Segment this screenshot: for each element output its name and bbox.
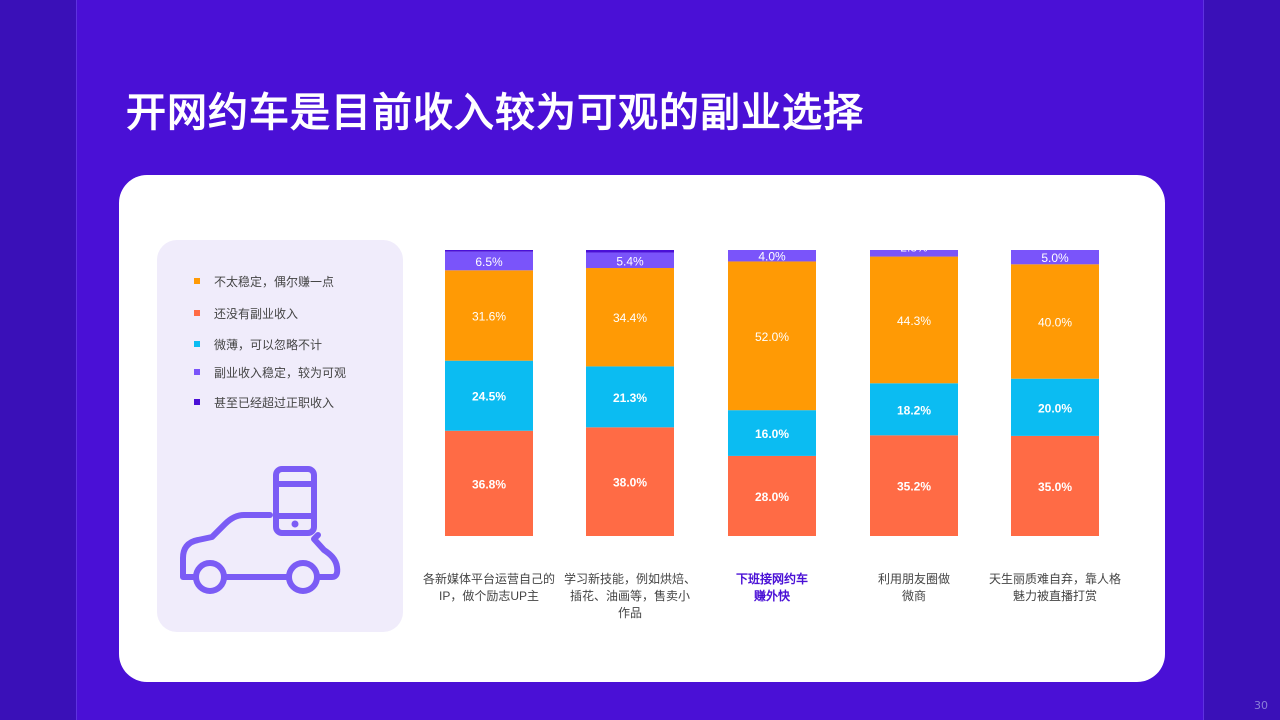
data-label: 21.3%: [613, 391, 647, 405]
legend-item-exceeds: 甚至已经超过正职收入: [194, 394, 334, 410]
legend-swatch: [194, 310, 200, 316]
category-label-line: 魅力被直播打赏: [1013, 588, 1097, 603]
category-label: 下班接网约车赚外快: [736, 571, 808, 603]
data-label: 44.3%: [897, 314, 931, 328]
data-label: 52.0%: [755, 330, 789, 344]
category-label-line: 微商: [902, 588, 926, 603]
category-label-line: 天生丽质难自弃，靠人格: [989, 571, 1121, 586]
legend-item-stable: 副业收入稳定，较为可观: [194, 364, 346, 380]
data-label: 18.2%: [897, 403, 931, 417]
legend-label: 甚至已经超过正职收入: [214, 395, 335, 410]
data-label: 6.5%: [475, 255, 503, 269]
legend-label: 副业收入稳定，较为可观: [214, 365, 347, 380]
data-label: 34.4%: [613, 311, 647, 325]
data-label: 35.0%: [1038, 480, 1072, 494]
bar-segment-stable: [870, 250, 958, 257]
data-label: 2.3%: [900, 240, 928, 254]
bar-segment-exceeds: [586, 250, 674, 253]
data-label: 20.0%: [1038, 401, 1072, 415]
car-with-phone-icon: [180, 466, 341, 594]
panel-divider-right: [1203, 0, 1204, 720]
legend-swatch: [194, 278, 200, 284]
bar-segment-meager: [586, 366, 674, 428]
category-label: 天生丽质难自弃，靠人格魅力被直播打赏: [989, 571, 1121, 603]
bar-segment-unstable: [728, 261, 816, 411]
category-label-line: 插花、油画等，售卖小: [570, 588, 690, 603]
data-label: 4.0%: [758, 250, 786, 264]
legend-swatch: [194, 399, 200, 405]
legend-item-meager: 微薄，可以忽略不计: [194, 336, 322, 352]
bar-segment-not-yet: [728, 455, 816, 536]
category-label: 学习新技能，例如烘焙、插花、油画等，售卖小作品: [564, 571, 696, 620]
legend-label: 还没有副业收入: [214, 306, 299, 321]
legend-item-unstable: 不太稳定，偶尔赚一点: [194, 273, 334, 289]
category-label-line: 作品: [618, 606, 642, 620]
bar-segment-stable: [445, 251, 533, 271]
category-label-line: 学习新技能，例如烘焙、: [564, 571, 696, 586]
legend-swatch: [194, 369, 200, 375]
category-label: 各新媒体平台运营自己的 IP，做个励志UP主: [423, 571, 555, 603]
panel-divider-left: [76, 0, 77, 720]
bar-segment-unstable: [586, 268, 674, 367]
legend-label: 微薄，可以忽略不计: [214, 337, 323, 352]
bar-segment-meager: [728, 410, 816, 456]
page-number: 30: [1254, 699, 1268, 712]
category-label-line: 赚外快: [753, 588, 791, 603]
category-label-line: IP，做个励志UP主: [439, 588, 539, 603]
legend-swatch: [194, 341, 200, 347]
bar-segment-not-yet: [445, 430, 533, 536]
bar-segment-meager: [1011, 378, 1099, 436]
bar-segment-unstable: [1011, 264, 1099, 379]
bar-segment-unstable: [445, 270, 533, 361]
category-label: 利用朋友圈做微商: [878, 571, 950, 603]
category-label-line: 各新媒体平台运营自己的: [423, 571, 555, 586]
data-label: 35.2%: [897, 480, 931, 494]
data-label: 38.0%: [613, 476, 647, 490]
legend-item-none: 还没有副业收入: [194, 305, 298, 321]
data-label: 28.0%: [755, 490, 789, 504]
bar-segment-not-yet: [1011, 435, 1099, 536]
bar-segment-stable: [728, 250, 816, 262]
bar-segment-meager: [870, 383, 958, 436]
bar-segment-stable: [1011, 250, 1099, 265]
data-label: 16.0%: [755, 427, 789, 441]
bar-segment-meager: [445, 360, 533, 431]
bar-segment-unstable: [870, 256, 958, 384]
bar-segment-not-yet: [586, 427, 674, 536]
category-label-line: 下班接网约车: [736, 571, 808, 586]
data-label: 5.4%: [616, 254, 644, 268]
bar-segment-exceeds: [445, 250, 533, 252]
bar-segment-not-yet: [870, 435, 958, 536]
bar-segment-stable: [586, 252, 674, 269]
category-label-line: 利用朋友圈做: [878, 571, 950, 586]
data-label: 24.5%: [472, 390, 506, 404]
data-label: 5.0%: [1041, 251, 1069, 265]
data-label: 40.0%: [1038, 316, 1072, 330]
legend-label: 不太稳定，偶尔赚一点: [214, 274, 335, 289]
page-title: 开网约车是目前收入较为可观的副业选择: [126, 90, 864, 136]
data-label: 36.8%: [472, 477, 506, 491]
data-label: 31.6%: [472, 309, 506, 323]
